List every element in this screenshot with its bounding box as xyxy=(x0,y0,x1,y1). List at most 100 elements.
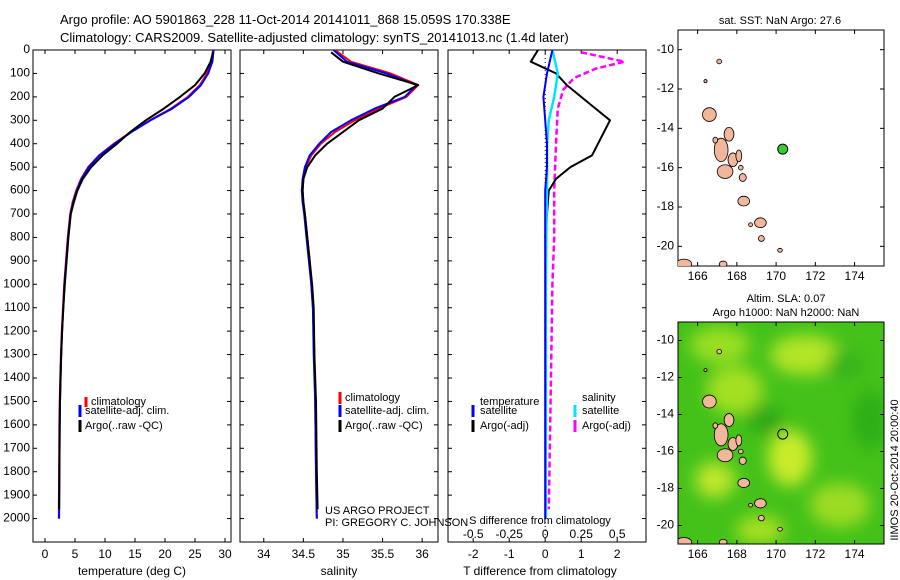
depth-tick-label: 900 xyxy=(10,253,30,267)
depth-tick-label: 1700 xyxy=(3,440,30,454)
island-shape xyxy=(716,58,722,65)
legend-label-temperature-argo: Argo(-adj) xyxy=(480,420,529,432)
t-diff-tick-label: -2 xyxy=(468,547,479,561)
sst-map: sat. SST: NaN Argo: 27.6 166 168 170 172 174… xyxy=(657,15,885,283)
salinity-axis-ticks: 34 34.5 35 35.5 36 xyxy=(257,50,429,561)
map-lat-label: -16 xyxy=(657,444,675,458)
x-tick-label: 34.5 xyxy=(292,547,316,561)
x-tick-label: 35 xyxy=(336,547,350,561)
depth-tick-label: 1300 xyxy=(3,347,30,361)
island-shape xyxy=(754,498,767,509)
map-lon-label: 170 xyxy=(766,269,786,283)
x-tick-label: 0 xyxy=(42,547,49,561)
depth-tick-label: 2000 xyxy=(3,511,30,525)
island-shape xyxy=(712,422,719,429)
map-lon-label: 166 xyxy=(688,547,708,561)
depth-tick-label: 1800 xyxy=(3,464,30,478)
legend-label-climatology: climatology xyxy=(345,392,401,404)
depth-tick-label: 1100 xyxy=(4,300,30,314)
legend-heading-salinity: salinity xyxy=(582,392,616,404)
island-shape xyxy=(716,448,734,463)
island-shape xyxy=(712,136,719,144)
s-diff-tick-label: -0.25 xyxy=(496,527,524,541)
island-shape xyxy=(737,195,751,207)
s-diff-tick-label: -0.5 xyxy=(463,527,484,541)
map-lat-label: -12 xyxy=(657,370,675,384)
island-shape xyxy=(702,107,717,122)
t-difference-axis-label: T difference from climatology xyxy=(463,564,617,578)
depth-tick-label: 1400 xyxy=(3,370,30,384)
legend-label-salinity-satellite: satellite xyxy=(582,405,619,417)
depth-tick-label: 700 xyxy=(10,206,30,220)
difference-y-ticks xyxy=(448,49,646,520)
s-difference-axis-label: S difference from climatology xyxy=(469,515,611,527)
map-lat-label: -20 xyxy=(657,239,675,253)
profile-line-climatology xyxy=(57,50,214,519)
depth-tick-label: 100 xyxy=(10,66,30,80)
salinity-argo-diff-line xyxy=(547,51,626,510)
profile-line-satellite-adj xyxy=(58,50,215,519)
sla-map-coastlines xyxy=(678,348,783,544)
island-shape xyxy=(738,456,747,465)
profile-line-argo xyxy=(58,52,214,510)
sst-argo-location-marker xyxy=(777,143,789,155)
temperature-axes-frame xyxy=(32,49,232,543)
salinity-y-ticks xyxy=(240,49,438,520)
salinity-legend: climatology satellite-adj. clim. Argo(..… xyxy=(338,392,429,432)
temperature-legend: climatology satellite-adj. clim. Argo(..… xyxy=(78,396,169,432)
credit-pi: PI: GREGORY C. JOHNSON xyxy=(325,517,468,529)
legend-label-argo: Argo(..raw -QC) xyxy=(345,420,423,432)
map-lat-label: -14 xyxy=(657,121,675,135)
x-tick-label: 35.5 xyxy=(371,547,395,561)
depth-tick-label: 200 xyxy=(10,89,30,103)
island-shape xyxy=(718,538,728,544)
island-shape xyxy=(738,173,747,182)
island-shape xyxy=(735,434,743,447)
sla-map-frame xyxy=(677,321,885,545)
temperature-panel: 0100200300400500600700800900100011001200… xyxy=(3,42,232,578)
x-tick-label: 25 xyxy=(188,547,202,561)
depth-tick-label: 1200 xyxy=(3,323,30,337)
map-lon-label: 166 xyxy=(688,269,708,283)
map-lon-label: 168 xyxy=(727,547,747,561)
sla-map-title-line2: Argo h1000: NaN h2000: NaN xyxy=(713,307,860,319)
island-shape xyxy=(678,258,693,266)
x-tick-label: 10 xyxy=(98,547,112,561)
imos-timestamp: IIMOS 20-Oct-2014 20:00:40 xyxy=(889,399,900,540)
map-lat-label: -14 xyxy=(657,407,675,421)
legend-label-satellite-adj: satellite-adj. clim. xyxy=(85,405,169,417)
island-shape xyxy=(748,502,753,508)
salinity-axes-frame xyxy=(239,49,439,543)
temperature-satellite-diff-line xyxy=(542,50,554,519)
island-shape xyxy=(723,413,735,427)
depth-tick-label: 1900 xyxy=(3,487,30,501)
legend-label-argo: Argo(..raw -QC) xyxy=(85,420,163,432)
island-shape xyxy=(738,164,744,171)
map-lat-label: -18 xyxy=(657,481,675,495)
depth-tick-label: 0 xyxy=(23,42,30,56)
legend-label-temperature-satellite: satellite xyxy=(480,405,517,417)
depth-tick-label: 1000 xyxy=(3,276,30,290)
map-lon-label: 172 xyxy=(805,269,825,283)
profile-line-argo xyxy=(301,51,420,510)
depth-tick-label: 300 xyxy=(10,112,30,126)
x-tick-label: 5 xyxy=(72,547,79,561)
island-shape xyxy=(738,448,744,455)
sst-map-ticks: 166 168 170 172 174 -10 -12 -14 -16 -18 -20 xyxy=(657,30,884,283)
legend-label-salinity-argo: Argo(-adj) xyxy=(582,420,631,432)
island-shape xyxy=(718,260,728,266)
island-shape xyxy=(678,537,693,544)
map-lon-label: 170 xyxy=(766,547,786,561)
island-shape xyxy=(758,514,765,522)
figure-title-line1: Argo profile: AO 5901863_228 11-Oct-2014… xyxy=(60,12,511,27)
map-lat-label: -12 xyxy=(657,81,675,95)
sla-argo-location-marker xyxy=(777,428,789,440)
sla-field xyxy=(678,322,884,544)
depth-tick-label: 500 xyxy=(10,159,30,173)
island-shape xyxy=(716,348,722,355)
temperature-axis-label: temperature (deg C) xyxy=(78,564,186,578)
sla-map-ticks: 166 168 170 172 174 -10 -12 -14 -16 -18 -20 xyxy=(657,322,884,561)
